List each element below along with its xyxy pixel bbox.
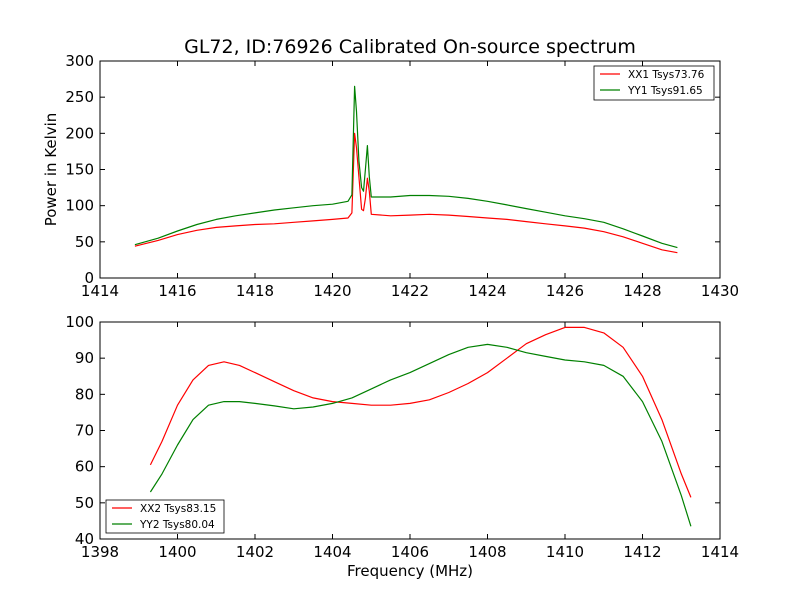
top-panel: 1414 1416 1418 1420 1422 1424 1426 1428 1430 0 50 1… (42, 52, 739, 300)
y-tick-label: 60 (75, 458, 94, 476)
bottom-panel-legend-box (105, 499, 225, 534)
x-tick-label: 1398 (81, 543, 119, 561)
legend-label-yy1: YY1 Tsys91.65 (627, 85, 703, 97)
x-tick-label: 1420 (313, 282, 351, 300)
series-line-bottom-0 (149, 326, 692, 498)
y-tick-label: 50 (75, 494, 94, 512)
top-panel-ticks: 1414 1416 1418 1420 1422 1424 1426 1428 1430 0 50 1… (65, 52, 739, 300)
bottom-panel-legend: XX2 Tsys83.15 YY2 Tsys80.04 (105, 499, 225, 534)
top-panel-legend-box (593, 65, 715, 101)
top-panel-plot-area (134, 85, 678, 254)
x-tick-label: 1410 (546, 543, 584, 561)
y-tick-label: 0 (84, 269, 94, 287)
top-panel-y-axis-label: Power in Kelvin (42, 113, 60, 227)
series-line-bottom-1 (149, 343, 692, 527)
bottom-panel-ticks: 1398 1400 1402 1404 1406 1408 1410 1412 1414 40 50… (65, 313, 739, 561)
series-line-top-0 (134, 132, 678, 254)
x-tick-label: 1424 (468, 282, 506, 300)
x-tick-label: 1426 (546, 282, 584, 300)
x-tick-label: 1430 (701, 282, 739, 300)
legend-label-xx1: XX1 Tsys73.76 (628, 69, 705, 81)
x-tick-label: 1412 (623, 543, 661, 561)
bottom-panel-x-axis-label: Frequency (MHz) (347, 562, 473, 580)
x-tick-label: 1408 (468, 543, 506, 561)
y-tick-label: 200 (65, 124, 94, 142)
x-tick-label: 1402 (236, 543, 274, 561)
y-tick-label: 150 (65, 161, 94, 179)
x-tick-label: 1406 (391, 543, 429, 561)
y-tick-label: 250 (65, 88, 94, 106)
x-tick-label: 1416 (158, 282, 196, 300)
x-tick-label: 1418 (236, 282, 274, 300)
y-tick-label: 300 (65, 52, 94, 70)
x-tick-label: 1422 (391, 282, 429, 300)
y-tick-label: 80 (75, 385, 94, 403)
legend-label-yy2: YY2 Tsys80.04 (139, 519, 215, 531)
y-tick-label: 100 (65, 313, 94, 331)
bottom-panel: 1398 1400 1402 1404 1406 1408 1410 1412 1414 40 50… (65, 313, 739, 580)
y-tick-label: 100 (65, 197, 94, 215)
x-tick-label: 1414 (701, 543, 739, 561)
x-tick-label: 1404 (313, 543, 351, 561)
chart-title: GL72, ID:76926 Calibrated On-source spec… (184, 36, 636, 58)
y-tick-label: 50 (75, 233, 94, 251)
x-tick-label: 1414 (81, 282, 119, 300)
legend-label-xx2: XX2 Tsys83.15 (140, 503, 216, 515)
series-line-top-1 (134, 85, 678, 249)
x-tick-label: 1400 (158, 543, 196, 561)
x-tick-label: 1428 (623, 282, 661, 300)
y-tick-label: 70 (75, 422, 94, 440)
y-tick-label: 40 (75, 530, 94, 548)
top-panel-legend: XX1 Tsys73.76 YY1 Tsys91.65 (593, 65, 715, 101)
y-tick-label: 90 (75, 349, 94, 367)
bottom-panel-plot-area (149, 326, 692, 527)
